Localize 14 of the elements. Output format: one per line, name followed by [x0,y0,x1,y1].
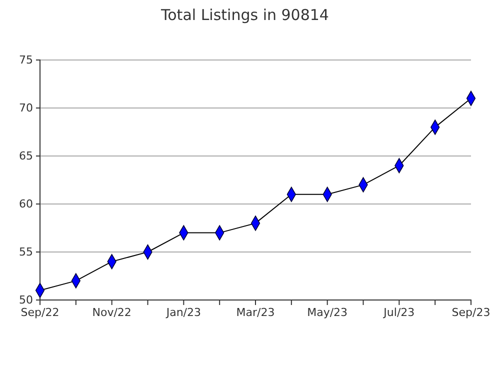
x-tick-label: Sep/22 [20,306,60,319]
y-tick-label: 75 [19,54,33,67]
x-tick-label: Jul/23 [382,306,415,319]
y-tick-label: 70 [19,102,33,115]
y-tick-label: 60 [19,198,33,211]
x-tick-label: Mar/23 [236,306,275,319]
x-tick-label: Jan/23 [165,306,202,319]
y-tick-label: 55 [19,246,33,259]
y-tick-label: 65 [19,150,33,163]
x-tick-label: May/23 [307,306,348,319]
chart-title: Total Listings in 90814 [160,6,329,24]
x-tick-label: Sep/23 [452,306,490,319]
x-tick-label: Nov/22 [92,306,132,319]
y-tick-label: 50 [19,294,33,307]
